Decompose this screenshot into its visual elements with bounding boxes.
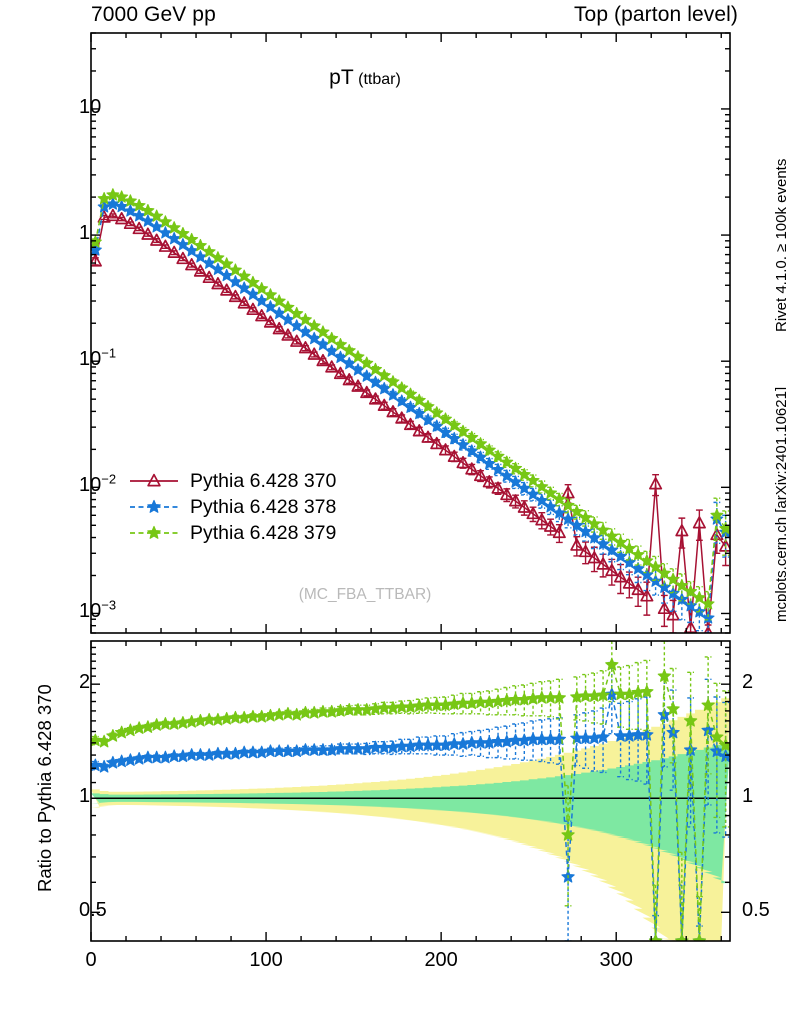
ratio-y-axis-title: Ratio to Pythia 6.428 370 [34,684,55,892]
legend-label-2: Pythia 6.428 379 [190,521,337,544]
xtick-label: 100 [249,949,283,971]
analysis-watermark: (MC_FBA_TTBAR) [298,586,432,603]
legend: Pythia 6.428 370 Pythia 6.428 378 Pythia 6… [128,468,336,546]
ratio-band-outer [91,698,730,941]
ratio-ytick-label-right: 0.5 [742,899,770,922]
legend-label-0: Pythia 6.428 370 [190,469,337,492]
legend-item-0[interactable]: Pythia 6.428 370 [128,468,336,494]
series-0-error-bars [91,213,730,633]
legend-swatch-2 [130,525,178,539]
legend-item-2[interactable]: Pythia 6.428 379 [128,520,336,546]
ratio-data-group [91,641,730,941]
ratio-ytick-label-right: 1 [742,785,754,808]
legend-item-1[interactable]: Pythia 6.428 378 [128,494,336,520]
header-left: 7000 GeV pp [91,3,216,26]
ratio-uncertainty-bands [91,698,730,941]
legend-label-1: Pythia 6.428 378 [190,495,337,518]
ratio-panel-frame [90,640,731,942]
ratio-ytick-label-right: 2 [742,671,754,694]
ratio-series-0-markers [91,687,730,941]
xtick-label: 0 [85,949,97,971]
ratio-band-inner [91,742,730,884]
plot-title: pT (ttbar) [0,66,730,90]
series-0-markers [91,208,730,633]
header-right: Top (parton level) [573,3,738,26]
xtick-label: 300 [599,949,633,971]
plot-title-main: pT [329,66,354,89]
series-1-markers [91,197,730,624]
series-2-markers [91,188,730,610]
main-panel-frame [90,32,731,634]
legend-swatch-0 [130,473,178,487]
main-data-group [91,188,730,633]
xtick-label: 200 [424,949,458,971]
legend-swatch-1 [130,499,178,513]
plot-title-subtext: (ttbar) [358,71,401,88]
